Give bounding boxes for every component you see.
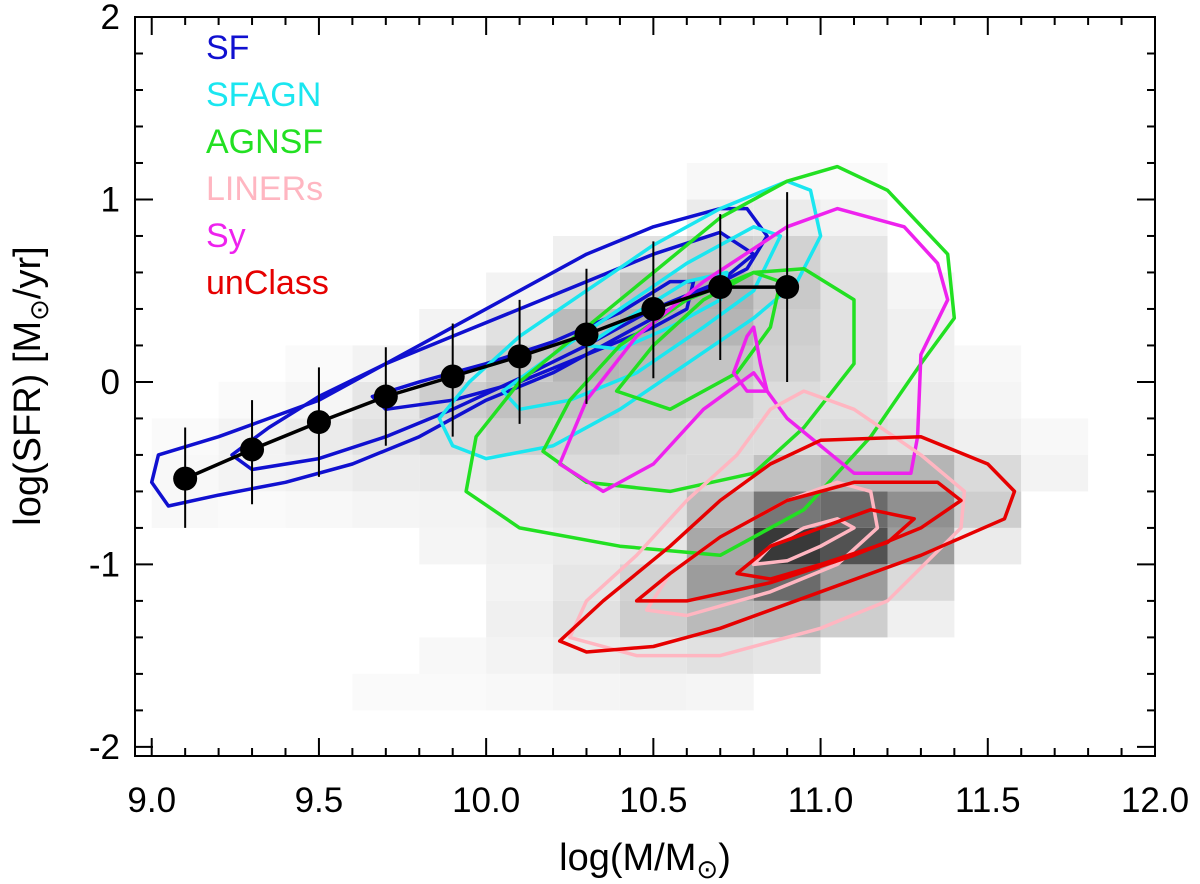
density-bin bbox=[820, 236, 888, 273]
density-bin bbox=[486, 454, 553, 492]
median-point bbox=[173, 466, 198, 491]
x-tick-label: 10.0 bbox=[452, 781, 520, 820]
density-bin bbox=[887, 309, 955, 346]
density-bin bbox=[1021, 418, 1089, 455]
y-tick-label: 2 bbox=[101, 0, 120, 37]
legend: SF SFAGN AGNSF LINERs Sy unClass bbox=[206, 29, 329, 302]
density-bin bbox=[486, 637, 553, 674]
contour-agnsf bbox=[541, 267, 856, 494]
median-point bbox=[775, 275, 800, 300]
density-bin bbox=[553, 527, 620, 565]
contour-unclass bbox=[634, 480, 963, 603]
x-axis-label-suffix: ) bbox=[718, 837, 731, 879]
median-point bbox=[708, 275, 733, 300]
density-bin bbox=[1021, 454, 1089, 492]
contour-group-sy bbox=[557, 206, 950, 494]
density-bin bbox=[619, 491, 687, 528]
density-bin bbox=[686, 527, 754, 565]
density-bin bbox=[553, 673, 620, 711]
density-bin bbox=[419, 527, 487, 565]
contour-sy bbox=[557, 206, 950, 494]
y-axis-label-prefix: log(SFR) [M bbox=[7, 321, 49, 526]
contour-sy bbox=[731, 325, 769, 393]
contour-unclass bbox=[735, 507, 916, 581]
density-bin bbox=[887, 564, 955, 601]
contour-unclass bbox=[557, 434, 1017, 654]
density-bin bbox=[486, 491, 553, 528]
legend-entry-liners: LINERs bbox=[206, 170, 323, 208]
density-bin bbox=[486, 564, 553, 601]
y-tick-label: 1 bbox=[101, 180, 120, 219]
median-point bbox=[574, 322, 599, 347]
density-bin bbox=[419, 454, 487, 492]
density-bin bbox=[954, 418, 1022, 455]
median-point bbox=[507, 344, 532, 369]
density-bin bbox=[553, 600, 620, 638]
density-bin bbox=[954, 527, 1022, 565]
density-bin bbox=[553, 418, 620, 455]
contour-liners bbox=[568, 389, 967, 658]
legend-entry-sy: Sy bbox=[206, 217, 246, 255]
median-point bbox=[440, 364, 465, 389]
x-tick-label: 11.5 bbox=[955, 781, 1021, 820]
x-tick-label: 9.5 bbox=[295, 781, 344, 820]
density-bin bbox=[753, 491, 821, 528]
median-series bbox=[173, 192, 800, 528]
density-bin bbox=[954, 381, 1022, 419]
density-bin bbox=[887, 491, 955, 528]
contour-sfagn bbox=[501, 225, 783, 412]
plot-frame bbox=[134, 16, 1156, 757]
x-tick-label: 12.0 bbox=[1121, 781, 1189, 820]
density-bin bbox=[686, 673, 754, 711]
density-bin bbox=[553, 491, 620, 528]
density-bin bbox=[352, 491, 420, 528]
median-point bbox=[373, 384, 398, 409]
median-point bbox=[240, 437, 265, 462]
density-bin bbox=[285, 491, 353, 528]
y-axis-label-suffix: /yr] bbox=[7, 246, 49, 299]
density-bin bbox=[954, 345, 1022, 382]
contour-layer bbox=[149, 164, 1017, 658]
x-axis-label-prefix: log(M/M bbox=[559, 837, 696, 879]
density-bin bbox=[887, 600, 955, 638]
density-bin bbox=[486, 600, 553, 638]
y-tick-label: -1 bbox=[89, 545, 120, 584]
x-tick-label: 9.0 bbox=[127, 781, 176, 820]
axis-ticks: 9.0 9.5 10.0 10.5 11.0 11.5 12.0 -2 -1 0 1 2 bbox=[89, 0, 1189, 820]
median-point bbox=[641, 296, 666, 321]
x-axis-label-sun: ⊙ bbox=[696, 855, 718, 884]
density-bin bbox=[686, 163, 754, 200]
density-bin bbox=[686, 418, 754, 455]
y-axis-label-sun: ⊙ bbox=[25, 299, 55, 321]
density-bin bbox=[619, 600, 687, 638]
median-point bbox=[306, 410, 331, 435]
density-bin bbox=[419, 637, 487, 674]
legend-entry-agnsf: AGNSF bbox=[206, 123, 323, 161]
density-bin bbox=[486, 527, 553, 565]
density-bin bbox=[486, 673, 553, 711]
x-tick-label: 10.5 bbox=[619, 781, 687, 820]
density-bin bbox=[619, 418, 687, 455]
density-bin bbox=[619, 454, 687, 492]
density-map bbox=[151, 163, 1089, 711]
median-line bbox=[184, 285, 788, 481]
density-bin bbox=[419, 673, 487, 711]
density-bin bbox=[619, 673, 687, 711]
legend-entry-sf: SF bbox=[206, 29, 249, 67]
legend-entry-sfagn: SFAGN bbox=[206, 76, 321, 114]
contour-sfagn bbox=[437, 179, 823, 461]
y-tick-label: 0 bbox=[101, 363, 120, 402]
density-bin bbox=[352, 673, 420, 711]
x-tick-label: 11.0 bbox=[788, 781, 854, 820]
density-bin bbox=[753, 527, 821, 565]
y-axis-label: log(SFR) [M⊙/yr] bbox=[7, 246, 55, 525]
y-tick-label: -2 bbox=[89, 728, 120, 767]
contour-group-unclass bbox=[557, 434, 1017, 654]
x-axis-label: log(M/M⊙) bbox=[559, 837, 731, 884]
legend-entry-unclass: unClass bbox=[206, 264, 329, 302]
density-bin bbox=[753, 454, 821, 492]
